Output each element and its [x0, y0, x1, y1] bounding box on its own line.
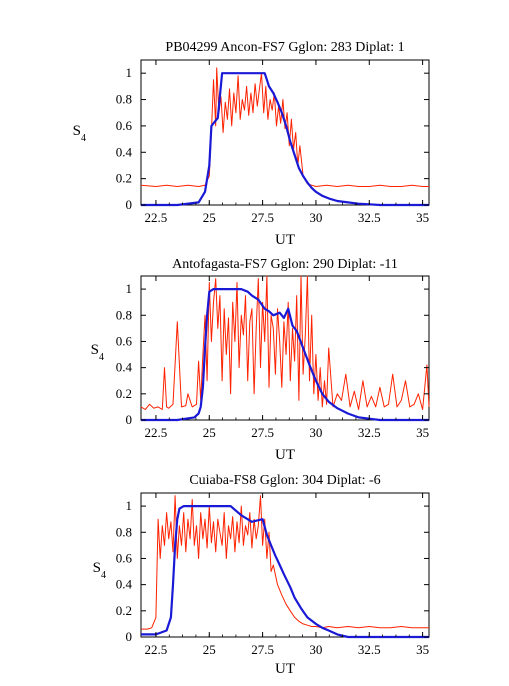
series-line-red	[140, 67, 429, 187]
x-tick-label: 35	[416, 425, 429, 440]
x-tick-label: 27.5	[251, 210, 274, 225]
x-tick-label: 27.5	[251, 642, 274, 657]
x-tick-label: 22.5	[145, 425, 168, 440]
y-tick-label: 0.4	[116, 360, 133, 375]
x-tick-label: 32.5	[358, 642, 381, 657]
x-tick-label: 22.5	[145, 210, 168, 225]
x-axis-label: UT	[275, 447, 295, 463]
y-axis-label-subscript: 4	[101, 570, 106, 581]
x-axis-label: UT	[275, 232, 295, 248]
x-tick-label: 22.5	[145, 642, 168, 657]
series-line-red	[141, 495, 429, 630]
series-line-blue	[141, 288, 429, 422]
plot-frame	[140, 275, 430, 421]
y-axis-label-subscript: 4	[81, 133, 86, 144]
chart-panel-1: PB04299 Ancon-FS7 Gglon: 283 Diplat: 1 S…	[73, 40, 430, 248]
x-tick-label: 32.5	[358, 210, 381, 225]
x-tick-label: 25	[203, 642, 216, 657]
y-tick-label: 0	[126, 629, 133, 644]
x-tick-label: 35	[416, 642, 429, 657]
chart-title: Cuiaba-FS8 Gglon: 304 Diplat: -6	[189, 473, 380, 488]
y-tick-label: 1	[126, 281, 133, 296]
x-tick-label: 30	[309, 425, 322, 440]
y-tick-label: 0.2	[116, 171, 132, 186]
y-tick-label: 0	[126, 197, 133, 212]
chart-panel-3: Cuiaba-FS8 Gglon: 304 Diplat: -6 S4 UT 2…	[93, 473, 430, 677]
series-line-blue	[141, 72, 429, 207]
y-axis-label-subscript: 4	[99, 352, 104, 363]
y-tick-label: 0.6	[116, 118, 133, 133]
y-tick-label: 0.4	[116, 577, 133, 592]
chart-title: Antofagasta-FS7 Gglon: 290 Diplat: -11	[172, 257, 398, 272]
x-tick-label: 35	[416, 210, 429, 225]
y-axis-label-main: S	[73, 123, 81, 139]
series-line-red	[140, 275, 430, 410]
y-axis-label: S4	[91, 342, 104, 363]
chart-title: PB04299 Ancon-FS7 Gglon: 283 Diplat: 1	[165, 40, 404, 55]
y-tick-label: 0.8	[116, 92, 132, 107]
y-tick-label: 0.2	[116, 386, 132, 401]
y-tick-label: 0.2	[116, 603, 132, 618]
y-axis-label-main: S	[93, 560, 101, 576]
plot-frame	[140, 59, 430, 206]
x-tick-label: 30	[309, 210, 322, 225]
x-tick-label: 25	[203, 210, 216, 225]
y-axis-label: S4	[93, 560, 106, 581]
y-tick-label: 0.8	[116, 524, 132, 539]
y-axis-label: S4	[73, 123, 86, 144]
y-tick-label: 0	[126, 412, 133, 427]
y-tick-label: 1	[126, 498, 133, 513]
x-axis-label: UT	[275, 661, 295, 677]
y-axis-label-main: S	[91, 342, 99, 358]
x-tick-label: 30	[309, 642, 322, 657]
x-tick-label: 27.5	[251, 425, 274, 440]
y-tick-label: 0.6	[116, 550, 133, 565]
plot-frame	[140, 492, 430, 638]
chart-panel-2: Antofagasta-FS7 Gglon: 290 Diplat: -11 S…	[91, 257, 430, 463]
y-tick-label: 0.4	[116, 144, 133, 159]
y-tick-label: 1	[126, 65, 133, 80]
y-tick-label: 0.6	[116, 333, 133, 348]
x-tick-label: 25	[203, 425, 216, 440]
series-line-blue	[141, 505, 429, 639]
y-tick-label: 0.8	[116, 307, 132, 322]
x-tick-label: 32.5	[358, 425, 381, 440]
